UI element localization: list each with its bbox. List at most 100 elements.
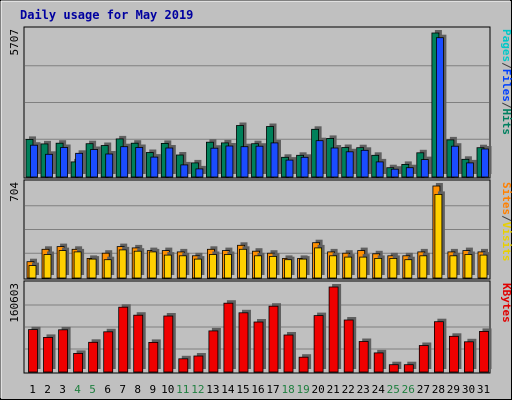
- legend-entry: Pages: [500, 29, 512, 62]
- x-tick-label-day-8: 8: [134, 383, 141, 396]
- bar-sites-day-21: [329, 255, 338, 279]
- x-tick-label-day-30: 30: [462, 383, 475, 396]
- panel-kbytes-legend: KBytes: [500, 283, 512, 323]
- panel-hits-legend: Pages/Files/Hits: [500, 29, 512, 135]
- bar-sites-day-10: [163, 254, 172, 279]
- bar-files-day-12: [195, 168, 204, 178]
- panel-kbytes: 160603 KBytes: [8, 280, 512, 374]
- bar-files-day-4: [75, 152, 83, 178]
- bar-sites-day-17: [269, 255, 277, 279]
- bar-kbytes-day-19: [298, 356, 309, 373]
- panel-hits: 5707 Pages/Files/Hits: [8, 26, 512, 179]
- x-tick-label-day-17: 17: [266, 383, 279, 396]
- bar-kbytes-day-22: [343, 319, 354, 373]
- bar-sites-day-24: [374, 257, 383, 279]
- bar-kbytes-day-31: [479, 330, 489, 373]
- x-tick-label-day-28: 28: [432, 383, 445, 396]
- bar-files-day-21: [330, 147, 339, 178]
- bar-kbytes-day-12: [193, 355, 204, 373]
- bar-files-day-15: [240, 146, 249, 178]
- bar-sites-day-11: [178, 255, 187, 279]
- bar-sites-day-30: [464, 254, 473, 279]
- x-tick-label-day-1: 1: [29, 383, 36, 396]
- bar-files-day-19: [300, 156, 309, 178]
- bar-kbytes-day-14: [223, 302, 234, 373]
- x-tick-label-day-6: 6: [104, 383, 111, 396]
- bar-sites-day-14: [223, 254, 232, 279]
- bar-files-day-5: [90, 149, 98, 178]
- bar-files-day-3: [60, 147, 68, 178]
- bar-files-day-29: [450, 145, 459, 178]
- bar-sites-day-29: [449, 255, 458, 279]
- bar-sites-day-3: [58, 250, 67, 279]
- legend-entry: Files: [500, 69, 512, 102]
- bar-files-day-11: [180, 164, 189, 178]
- bar-files-day-14: [225, 145, 234, 178]
- bar-kbytes-day-11: [178, 358, 189, 373]
- bar-sites-day-1: [28, 265, 37, 279]
- bar-kbytes-day-25: [388, 364, 399, 373]
- x-tick-label-day-15: 15: [236, 383, 249, 396]
- bar-sites-day-5: [88, 258, 97, 279]
- x-tick-label-day-11: 11: [176, 383, 189, 396]
- x-tick-label-day-29: 29: [447, 383, 460, 396]
- legend-entry: Sites: [500, 182, 512, 215]
- bar-kbytes-day-6: [103, 331, 114, 373]
- bar-sites-day-18: [284, 259, 292, 279]
- bar-kbytes-day-8: [133, 314, 144, 373]
- bar-sites-day-22: [344, 256, 353, 279]
- panel-visits-legend: Sites/Visits: [500, 182, 512, 262]
- x-tick-label-day-5: 5: [89, 383, 96, 396]
- x-tick-label-day-21: 21: [327, 383, 340, 396]
- x-tick-label-day-4: 4: [74, 383, 81, 396]
- x-tick-label-day-14: 14: [221, 383, 235, 396]
- bar-files-day-8: [135, 147, 144, 178]
- bar-kbytes-day-15: [238, 312, 249, 373]
- bar-kbytes-day-28: [433, 321, 444, 373]
- bar-sites-day-12: [193, 258, 202, 279]
- bar-files-day-2: [45, 153, 53, 178]
- series-files: [30, 34, 492, 178]
- bar-kbytes-day-18: [283, 334, 294, 373]
- x-axis-day-labels: 1 2 3 4 5 6 7 8 9 10 11 12 13 14 15 16 17 18 19 20 21 22 23 24 2…: [29, 383, 490, 396]
- bar-files-day-10: [165, 147, 174, 178]
- bar-files-day-30: [465, 162, 474, 178]
- x-tick-label-day-12: 12: [191, 383, 204, 396]
- panel-visits-max-label: 704: [8, 182, 21, 202]
- bar-sites-day-4: [73, 251, 82, 279]
- bar-sites-day-6: [103, 259, 112, 279]
- bar-sites-day-9: [148, 251, 157, 279]
- bar-kbytes-day-16: [253, 321, 264, 373]
- bar-kbytes-day-27: [418, 345, 429, 373]
- bar-files-day-1: [30, 144, 38, 178]
- bar-kbytes-day-9: [148, 341, 159, 373]
- panel-hits-max-label: 5707: [8, 29, 21, 56]
- bar-files-day-6: [105, 153, 114, 178]
- bar-sites-day-13: [208, 254, 217, 279]
- bar-kbytes-day-7: [118, 306, 129, 373]
- bar-sites-day-19: [299, 258, 308, 279]
- x-tick-label-day-7: 7: [119, 383, 126, 396]
- x-tick-label-day-19: 19: [296, 383, 309, 396]
- x-tick-label-day-22: 22: [342, 383, 355, 396]
- bar-sites-day-25: [389, 257, 398, 279]
- x-tick-label-day-3: 3: [59, 383, 66, 396]
- bar-files-day-24: [375, 161, 384, 178]
- panel-visits: 704 Sites/Visits: [8, 179, 512, 280]
- bar-files-day-7: [120, 146, 129, 178]
- bar-sites-day-27: [419, 255, 428, 279]
- x-tick-label-day-16: 16: [251, 383, 264, 396]
- bar-sites-day-15: [239, 248, 247, 279]
- bar-files-day-9: [150, 156, 159, 178]
- bar-kbytes-day-23: [358, 341, 369, 373]
- bar-files-day-26: [405, 167, 414, 178]
- bar-sites-day-16: [254, 255, 262, 279]
- x-tick-label-day-24: 24: [372, 383, 386, 396]
- bar-kbytes-day-21: [328, 286, 339, 373]
- bar-files-day-27: [420, 159, 429, 178]
- chart-title: Daily usage for May 2019: [20, 8, 193, 22]
- bar-kbytes-day-24: [373, 352, 384, 373]
- bar-sites-day-20: [314, 247, 323, 279]
- bar-files-day-18: [285, 159, 294, 178]
